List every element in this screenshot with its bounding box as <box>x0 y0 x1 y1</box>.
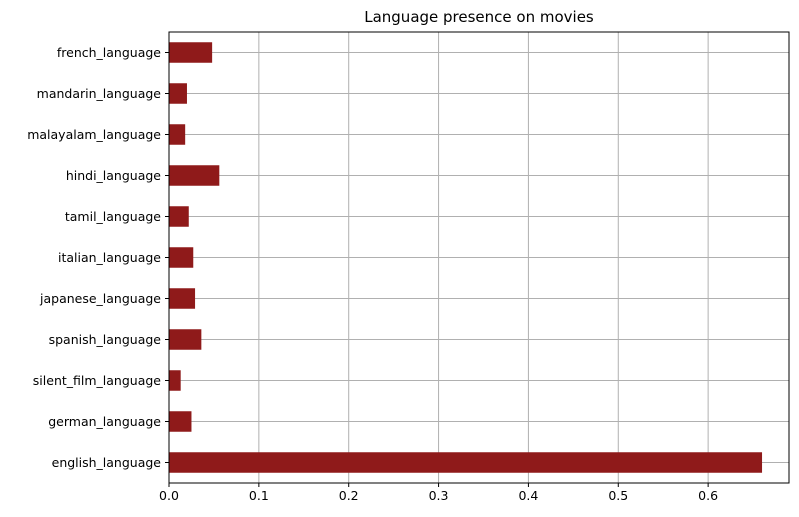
bar <box>169 370 181 391</box>
bar <box>169 83 187 104</box>
y-tick-label: silent_film_language <box>33 373 162 388</box>
y-tick-label: french_language <box>57 45 161 60</box>
y-tick-label: tamil_language <box>65 209 161 224</box>
y-tick-label: japanese_language <box>39 291 161 306</box>
y-tick-label: mandarin_language <box>37 86 162 101</box>
bar-layer <box>169 42 763 473</box>
y-tick-label: spanish_language <box>49 332 162 347</box>
y-tick-label: italian_language <box>58 250 161 265</box>
x-tick-label: 0.0 <box>159 488 179 503</box>
chart-title: Language presence on movies <box>364 8 594 26</box>
bar <box>169 165 220 186</box>
y-tick-label: malayalam_language <box>27 127 161 142</box>
bar <box>169 329 202 350</box>
x-tick-label: 0.4 <box>518 488 538 503</box>
bar <box>169 288 196 309</box>
bar <box>169 247 194 268</box>
x-tick-label: 0.3 <box>429 488 449 503</box>
axis-layer: 0.0 0.1 0.2 0.3 0.4 0.5 0.6 english_language ger… <box>27 45 718 503</box>
y-tick-label: hindi_language <box>66 168 161 183</box>
bar <box>169 411 192 432</box>
bar <box>169 124 186 145</box>
bar <box>169 452 763 473</box>
x-tick-label: 0.1 <box>249 488 269 503</box>
grid-layer <box>168 32 789 483</box>
bar <box>169 42 213 63</box>
x-tick-label: 0.6 <box>698 488 718 503</box>
x-tick-label: 0.5 <box>608 488 628 503</box>
y-tick-label: german_language <box>48 414 161 429</box>
y-tick-label: english_language <box>52 455 162 470</box>
bar <box>169 206 189 227</box>
x-tick-label: 0.2 <box>339 488 359 503</box>
plot-frame <box>168 31 790 484</box>
